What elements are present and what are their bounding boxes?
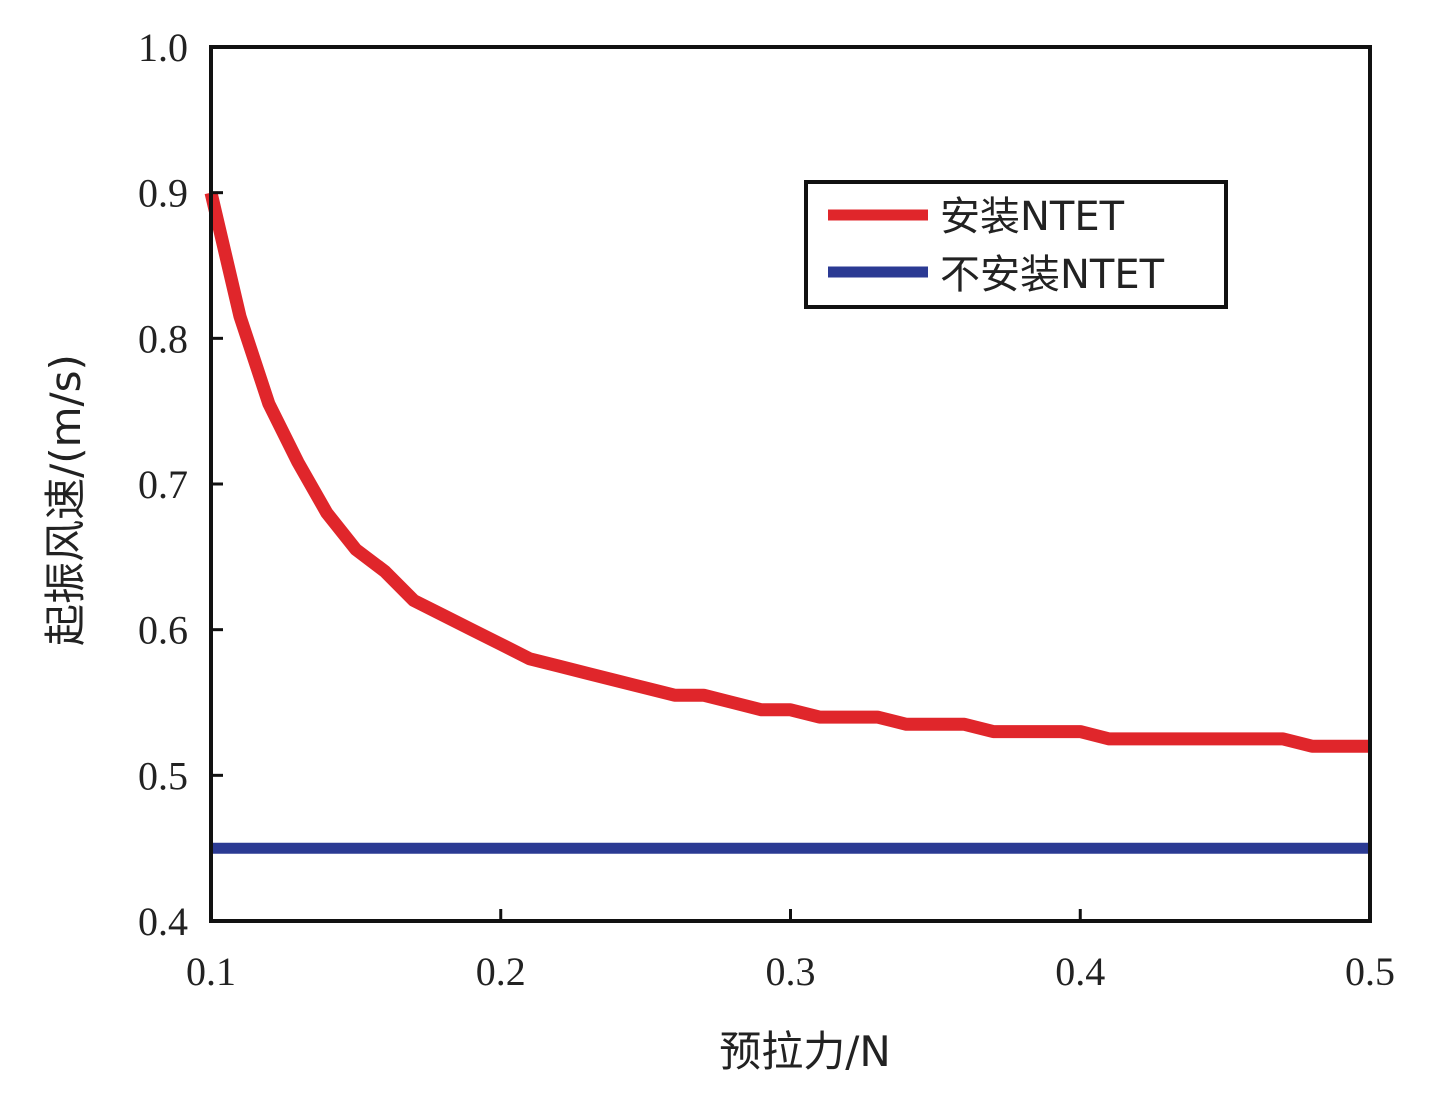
y-tick-label: 0.7 (138, 462, 188, 507)
y-axis-label: 起振风速/(m/s) (41, 354, 90, 646)
legend: 安装NTET 不安装NTET (804, 180, 1228, 309)
plot-area (204, 191, 1370, 854)
series-line-0 (204, 191, 1370, 753)
y-tick-label: 0.4 (138, 899, 188, 944)
y-tick-label: 0.6 (138, 608, 188, 653)
legend-label-with-ntet: 安装NTET (940, 194, 1125, 240)
legend-box (804, 180, 1228, 309)
y-tick-label: 0.5 (138, 753, 188, 798)
x-axis: 0.1 0.2 0.3 0.4 0.5 (186, 909, 1395, 994)
x-axis-label: 预拉力/N (719, 1027, 891, 1076)
plot-frame (209, 45, 1372, 923)
x-tick-label: 0.3 (766, 949, 816, 994)
x-tick-label: 0.5 (1345, 949, 1395, 994)
x-tick-label: 0.2 (476, 949, 526, 994)
y-axis: 0.4 0.5 0.6 0.7 0.8 0.9 1.0 (138, 25, 223, 944)
y-tick-label: 0.9 (138, 171, 188, 216)
x-tick-label: 0.1 (186, 949, 236, 994)
x-tick-label: 0.4 (1055, 949, 1105, 994)
y-tick-label: 0.8 (138, 316, 188, 361)
y-tick-label: 1.0 (138, 25, 188, 70)
legend-label-without-ntet: 不安装NTET (940, 252, 1165, 298)
